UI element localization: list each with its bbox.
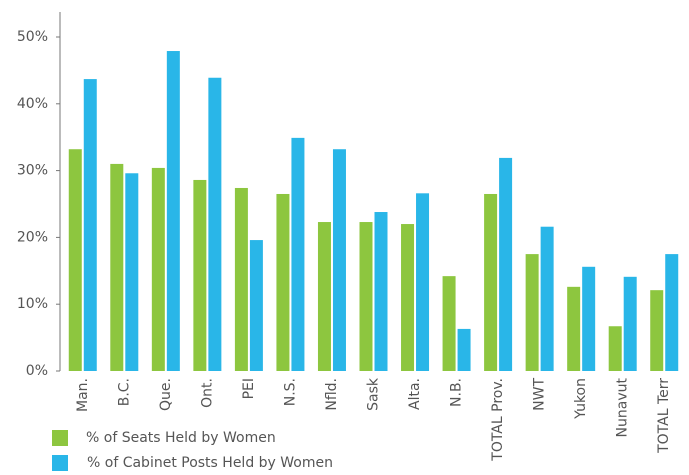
bar [623,276,637,371]
bar [359,222,373,371]
x-tick-label: Yukon [573,378,589,420]
bar [166,51,180,371]
bar [484,193,498,371]
bar [291,137,305,371]
x-tick-label: TOTAL Prov. [490,378,506,462]
bar [317,222,331,371]
legend-label: % of Cabinet Posts Held by Women [87,455,333,471]
bar [110,163,124,371]
bar [567,286,581,371]
x-tick-label: N.B. [449,378,465,407]
x-tick-label: Man. [75,378,91,412]
x-tick-label: PEI [241,378,257,399]
bar [83,79,97,372]
bar [499,157,513,371]
bar [234,187,248,371]
bar [332,149,346,371]
legend-swatch [52,455,68,471]
legend-swatch [52,430,68,446]
bar [442,276,456,371]
bar [125,173,139,371]
x-tick-label: NWT [532,378,548,411]
bar [151,167,165,371]
y-tick-label: 40% [17,96,48,112]
bar [276,193,290,371]
y-tick-label: 20% [17,229,48,245]
y-tick-label: 30% [17,163,48,179]
x-tick-label: N.S. [282,378,298,406]
x-tick-label: Alta. [407,378,423,410]
bar [525,254,539,371]
bar [665,254,679,371]
x-tick-label: Nfld. [324,378,340,411]
bar [608,326,622,371]
bar [374,212,388,371]
bar [457,328,471,371]
legend-label: % of Seats Held by Women [86,430,276,446]
x-tick-label: Sask [366,377,382,411]
x-tick-label: TOTAL Terr [656,378,672,454]
y-tick-label: 50% [17,29,48,45]
bar [650,290,664,371]
x-tick-label: Ont. [199,378,215,408]
y-tick-label: 0% [26,363,48,379]
bar [249,240,263,371]
y-tick-label: 10% [17,296,48,312]
bar [416,193,430,371]
x-tick-label: Nunavut [615,377,631,437]
bar [582,266,596,371]
bar [193,179,207,371]
x-tick-label: Que. [158,378,174,411]
bar [68,149,82,371]
bar [401,224,415,371]
x-tick-label: B.C. [116,378,132,406]
bar [540,226,554,371]
bar [208,77,222,372]
